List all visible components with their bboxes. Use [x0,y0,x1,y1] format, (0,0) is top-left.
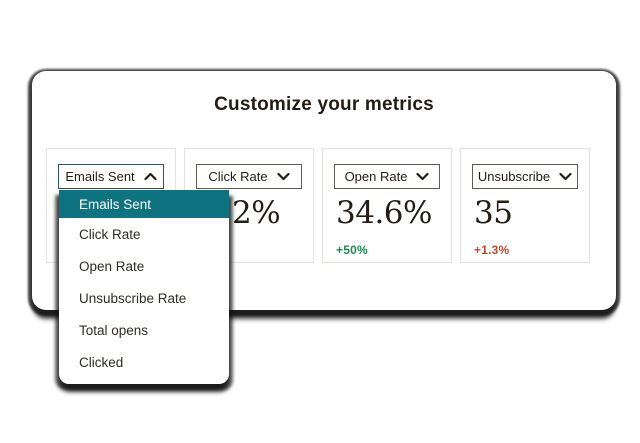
metric-value: 35 [474,195,513,231]
selector-label: Emails Sent [65,169,135,184]
metric-delta: +1.3% [474,243,510,257]
metric-card-unsubscribe: Unsubscribe 35 +1.3% [460,148,590,263]
metric-selector-open-rate[interactable]: Open Rate [334,164,440,189]
menu-item-click-rate[interactable]: Click Rate [79,226,141,242]
metric-selector-click-rate[interactable]: Click Rate [196,164,302,189]
metric-delta: +50% [336,243,368,257]
chevron-up-icon [144,172,157,181]
menu-item-emails-sent[interactable]: Emails Sent [59,190,229,218]
selector-label: Unsubscribe [477,169,551,184]
metric-selector-emails-sent[interactable]: Emails Sent [58,164,164,189]
metric-value: 2% [232,195,281,231]
menu-item-clicked[interactable]: Clicked [79,354,124,370]
selector-label: Open Rate [344,169,408,184]
metric-card-open-rate: Open Rate 34.6% +50% [322,148,452,263]
chevron-down-icon [559,172,572,181]
metric-dropdown-menu: Emails Sent Click Rate Open Rate Unsubsc… [59,190,229,384]
menu-item-total-opens[interactable]: Total opens [79,322,149,338]
selector-label: Click Rate [208,169,268,184]
menu-item-unsubscribe-rate[interactable]: Unsubscribe Rate [79,290,187,306]
menu-item-open-rate[interactable]: Open Rate [79,258,145,274]
chevron-down-icon [416,172,430,181]
chevron-down-icon [277,172,290,181]
panel-title: Customize your metrics [214,94,434,115]
metric-selector-unsubscribe[interactable]: Unsubscribe [472,164,578,189]
metric-value: 34.6% [336,195,432,231]
